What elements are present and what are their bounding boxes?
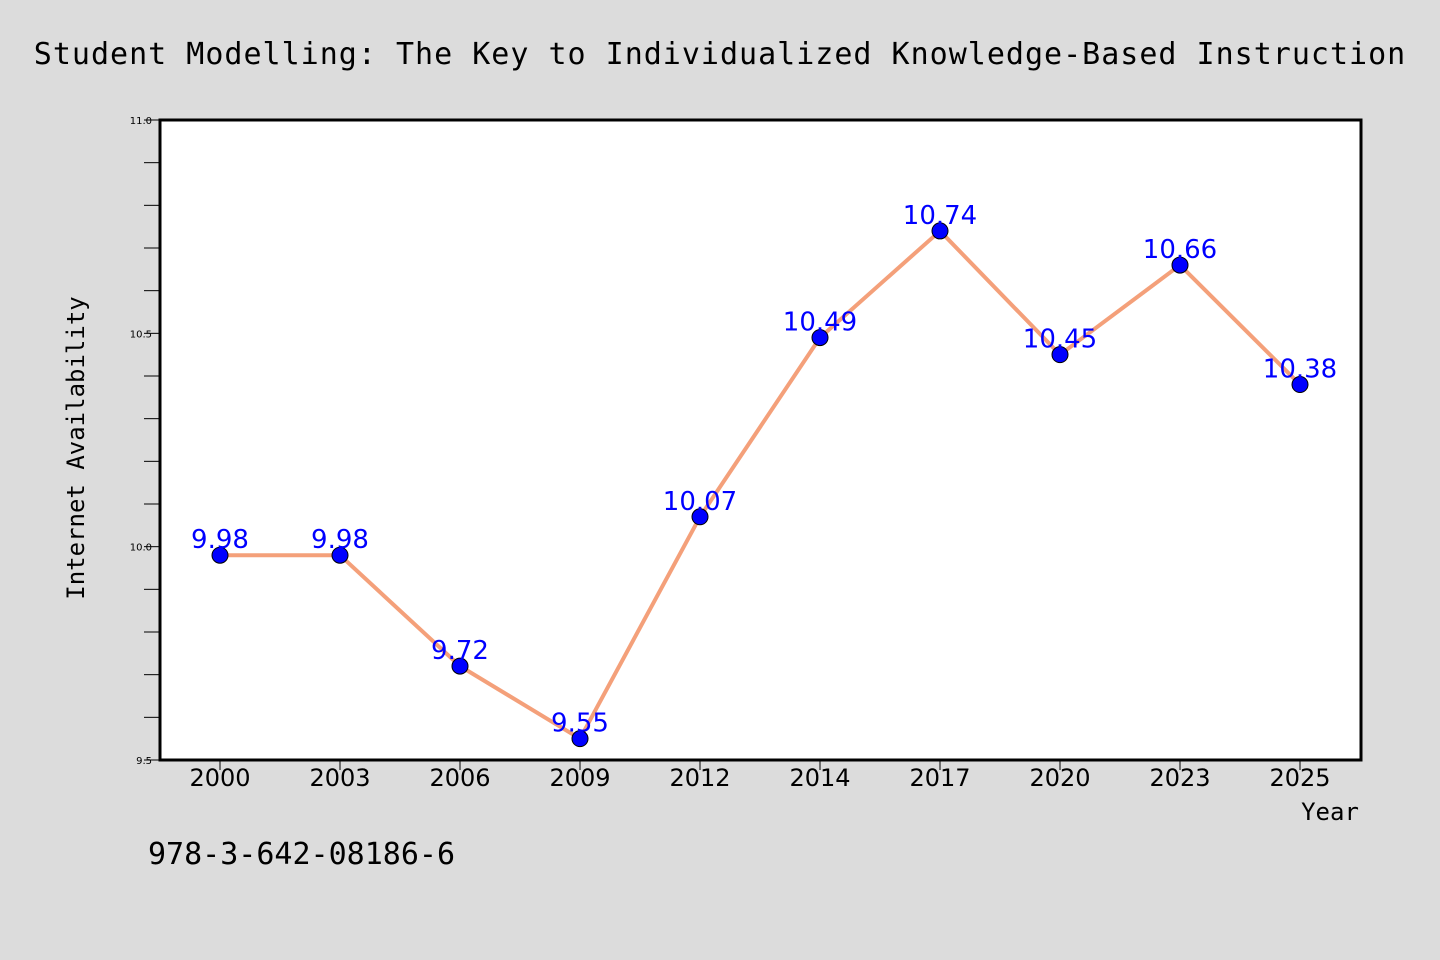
data-point xyxy=(1051,346,1069,364)
x-tick-label: 2009 xyxy=(549,764,610,792)
data-label: 9.55 xyxy=(551,709,609,739)
y-tick-label: 11.0 xyxy=(130,116,152,127)
x-tick-label: 2003 xyxy=(309,764,370,792)
x-tick-label: 2017 xyxy=(909,764,970,792)
y-tick-label: 10.5 xyxy=(130,329,152,340)
data-label: 10.49 xyxy=(783,308,857,338)
data-point xyxy=(571,730,589,748)
x-tick-label: 2000 xyxy=(189,764,250,792)
y-tick-label: 10.0 xyxy=(130,543,152,554)
x-tick-label: 2014 xyxy=(789,764,850,792)
x-tick-label: 2023 xyxy=(1149,764,1210,792)
y-axis-label: Internet Availability xyxy=(62,296,90,599)
data-label: 10.45 xyxy=(1023,325,1097,355)
data-point xyxy=(1171,256,1189,274)
isbn-text: 978-3-642-08186-6 xyxy=(148,837,455,872)
data-label: 10.66 xyxy=(1143,235,1217,265)
y-axis-ticks: 9.5 10.0 10.5 11.0 xyxy=(130,116,160,767)
data-label: 9.98 xyxy=(311,525,369,555)
x-axis-ticks: 2000 2003 2006 2009 2012 2014 2017 2020 2023 2025 xyxy=(189,760,1331,792)
series-layer xyxy=(211,222,1309,748)
data-label: 9.72 xyxy=(431,636,489,666)
data-label: 9.98 xyxy=(191,525,249,555)
data-point xyxy=(451,657,469,675)
series-line xyxy=(218,228,1302,741)
data-label: 10.74 xyxy=(903,201,977,231)
x-axis-label: Year xyxy=(1301,798,1359,826)
x-tick-label: 2020 xyxy=(1029,764,1090,792)
y-tick-label: 9.5 xyxy=(136,756,152,767)
x-tick-label: 2012 xyxy=(669,764,730,792)
data-point xyxy=(211,546,229,564)
data-point xyxy=(1291,376,1309,394)
data-point xyxy=(331,546,349,564)
x-tick-label: 2006 xyxy=(429,764,490,792)
chart-title: Student Modelling: The Key to Individual… xyxy=(34,37,1406,72)
data-point xyxy=(931,222,949,240)
data-label: 10.07 xyxy=(663,487,737,517)
data-point xyxy=(691,508,709,526)
data-point xyxy=(811,329,829,347)
data-label-layer: 9.98 9.98 9.72 9.55 10.07 10.49 10.74 10.45 10.6… xyxy=(191,201,1337,739)
plot-area xyxy=(158,118,1363,762)
x-tick-label: 2025 xyxy=(1269,764,1330,792)
data-label: 10.38 xyxy=(1263,355,1337,385)
